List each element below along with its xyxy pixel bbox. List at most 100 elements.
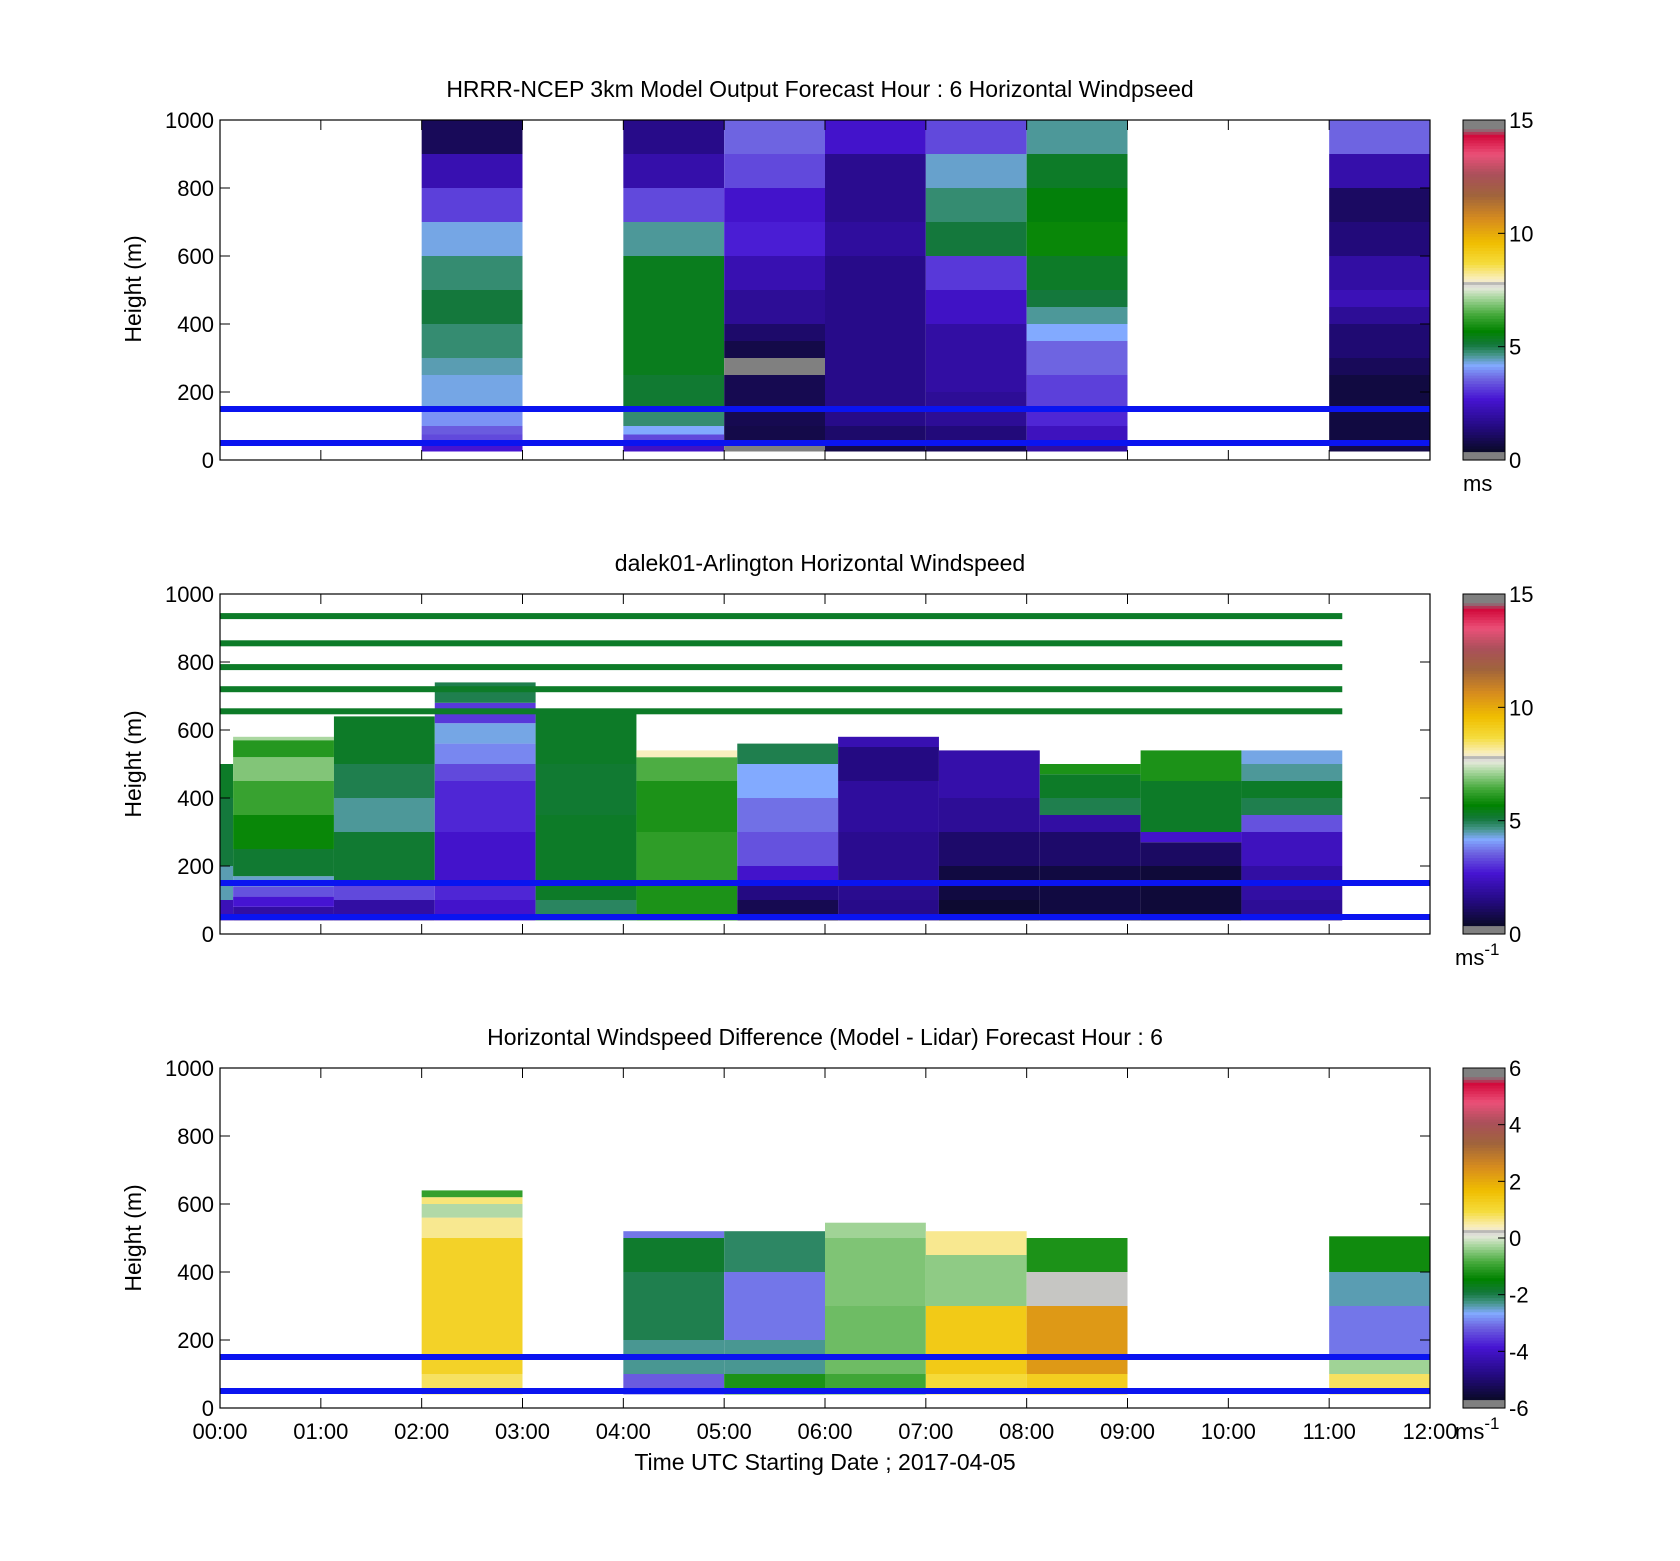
colorbar-segment bbox=[1463, 131, 1505, 135]
colorbar-segment bbox=[1463, 596, 1505, 601]
colorbar-segment bbox=[1463, 409, 1505, 413]
heatmap-cell bbox=[825, 1306, 926, 1374]
colorbar-segment bbox=[1463, 1382, 1505, 1386]
colorbar-tick-label: 5 bbox=[1509, 809, 1521, 834]
y-tick-label: 800 bbox=[177, 176, 214, 201]
colorbar-segment bbox=[1463, 803, 1505, 808]
panel-model-cells bbox=[421, 120, 1430, 452]
colorbar-segment bbox=[1463, 1175, 1505, 1180]
heatmap-cell bbox=[825, 426, 926, 443]
colorbar-segment bbox=[1463, 1280, 1505, 1284]
colorbar-segment bbox=[1463, 868, 1505, 873]
colorbar-segment bbox=[1463, 1300, 1505, 1304]
heatmap-cell bbox=[1241, 832, 1343, 866]
colorbar-segment bbox=[1463, 656, 1505, 660]
y-tick-label: 200 bbox=[177, 854, 214, 879]
colorbar-segment bbox=[1463, 622, 1505, 626]
colorbar-segment bbox=[1463, 849, 1505, 853]
colorbar-segment bbox=[1463, 375, 1505, 379]
colorbar-segment bbox=[1463, 156, 1505, 161]
colorbar-segment bbox=[1463, 1079, 1505, 1083]
colorbar-segment bbox=[1463, 292, 1505, 297]
heatmap-cell bbox=[1329, 1236, 1430, 1272]
colorbar-segment bbox=[1463, 798, 1505, 802]
heatmap-cell bbox=[938, 832, 1040, 866]
colorbar-segment bbox=[1463, 1093, 1505, 1097]
colorbar-segment bbox=[1463, 250, 1505, 254]
colorbar-segment bbox=[1463, 628, 1505, 632]
heatmap-cell bbox=[233, 740, 334, 758]
heatmap-cell bbox=[233, 896, 334, 907]
colorbar-segment bbox=[1463, 636, 1505, 640]
x-tick-label: 12:00 bbox=[1402, 1419, 1457, 1444]
colorbar-segment bbox=[1463, 752, 1505, 757]
colorbar-segment bbox=[1463, 662, 1505, 666]
panel-difference-x-ticks bbox=[219, 1068, 1431, 1408]
colorbar-segment bbox=[1463, 428, 1505, 433]
colorbar-segment bbox=[1463, 1147, 1505, 1151]
colorbar-segment bbox=[1463, 247, 1505, 251]
colorbar-segment bbox=[1463, 823, 1505, 827]
heatmap-cell bbox=[421, 188, 523, 222]
colorbar-frame bbox=[1462, 593, 1506, 935]
colorbar-segment bbox=[1463, 625, 1505, 629]
heatmap-cell bbox=[421, 358, 523, 375]
heatmap-cell bbox=[636, 757, 738, 781]
colorbar-segment bbox=[1463, 1133, 1505, 1137]
colorbar-segment bbox=[1463, 1266, 1505, 1270]
colorbar-tick-label: 0 bbox=[1509, 922, 1521, 947]
colorbar-unit: ms-1 bbox=[1455, 940, 1499, 970]
colorbar-segment bbox=[1463, 122, 1505, 127]
colorbar-tick-label: 4 bbox=[1509, 1113, 1521, 1138]
panel-lidar: dalek01-Arlington Horizontal Windspeed H… bbox=[120, 550, 1533, 970]
heatmap-cell bbox=[1039, 815, 1141, 832]
colorbar-frame bbox=[1462, 119, 1506, 461]
colorbar-segment bbox=[1463, 1215, 1505, 1219]
colorbar-segment bbox=[1463, 369, 1505, 373]
colorbar-segment bbox=[1463, 1141, 1505, 1146]
colorbar-segment bbox=[1463, 815, 1505, 819]
colorbar-segment bbox=[1463, 372, 1505, 376]
heatmap-cell bbox=[1329, 154, 1430, 188]
colorbar-segment bbox=[1463, 207, 1505, 212]
colorbar-tick-label: 2 bbox=[1509, 1169, 1521, 1194]
colorbar-segment bbox=[1463, 789, 1505, 793]
colorbar-segment bbox=[1463, 1340, 1505, 1344]
heatmap-cell bbox=[1329, 358, 1430, 375]
panel-difference-y-ticks: 0 200 400 600 800 1000 bbox=[165, 1056, 1430, 1421]
panel-difference-colorbar: -6 -4 -2 0 2 4 6 ms-1 bbox=[1455, 1056, 1529, 1444]
colorbar-segment bbox=[1463, 608, 1505, 612]
panel-model-reference-lines bbox=[220, 406, 1430, 446]
colorbar-segment bbox=[1463, 645, 1505, 649]
heatmap-cell bbox=[825, 222, 926, 256]
colorbar-segment bbox=[1463, 667, 1505, 672]
colorbar-segment bbox=[1463, 1331, 1505, 1335]
colorbar-segment bbox=[1463, 1263, 1505, 1267]
colorbar-segment bbox=[1463, 888, 1505, 893]
colorbar-segment bbox=[1463, 616, 1505, 621]
colorbar-segment bbox=[1463, 284, 1505, 288]
heatmap-cell bbox=[938, 750, 1040, 798]
colorbar-segment bbox=[1463, 253, 1505, 257]
colorbar-segment bbox=[1463, 1121, 1505, 1126]
colorbar-segment bbox=[1463, 681, 1505, 686]
heatmap-cell bbox=[421, 443, 523, 452]
colorbar-segment bbox=[1463, 414, 1505, 419]
colorbar-segment bbox=[1463, 769, 1505, 774]
colorbar-segment bbox=[1463, 1249, 1505, 1253]
colorbar-segment bbox=[1463, 386, 1505, 390]
x-tick-label: 03:00 bbox=[495, 1419, 550, 1444]
colorbar-segment bbox=[1463, 1068, 1505, 1072]
colorbar-segment bbox=[1463, 1136, 1505, 1140]
heatmap-cell bbox=[1241, 764, 1343, 781]
colorbar-segment bbox=[1463, 275, 1505, 280]
colorbar-segment bbox=[1463, 1399, 1505, 1403]
lidar-upper-strip bbox=[220, 613, 1343, 620]
colorbar-segment bbox=[1463, 713, 1505, 717]
heatmap-cell bbox=[1140, 842, 1242, 866]
colorbar-tick-label: 0 bbox=[1509, 448, 1521, 473]
colorbar-segment bbox=[1463, 1164, 1505, 1168]
colorbar-segment bbox=[1463, 857, 1505, 861]
colorbar-segment bbox=[1463, 219, 1505, 223]
